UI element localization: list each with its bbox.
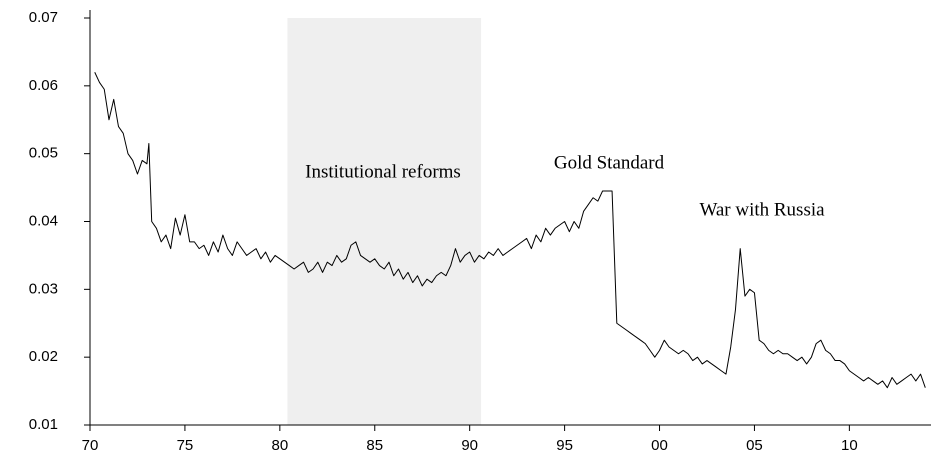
x-tick-label: 80 xyxy=(271,437,288,454)
x-tick-label: 90 xyxy=(461,437,478,454)
x-tick-label: 05 xyxy=(746,437,763,454)
shaded-region xyxy=(287,18,482,425)
x-tick-label: 10 xyxy=(841,437,858,454)
annotation: War with Russia xyxy=(699,199,825,220)
y-tick-label: 0.02 xyxy=(29,348,58,365)
x-tick-label: 00 xyxy=(651,437,668,454)
x-tick-label: 75 xyxy=(177,437,194,454)
annotation: Gold Standard xyxy=(554,152,665,173)
x-tick-label: 70 xyxy=(82,437,99,454)
y-tick-label: 0.07 xyxy=(29,9,58,26)
y-tick-label: 0.06 xyxy=(29,77,58,94)
x-tick-label: 85 xyxy=(366,437,383,454)
y-tick-label: 0.04 xyxy=(29,212,58,229)
y-tick-label: 0.03 xyxy=(29,280,58,297)
annotation: Institutional reforms xyxy=(305,161,461,182)
x-tick-label: 95 xyxy=(556,437,573,454)
y-tick-label: 0.01 xyxy=(29,416,58,433)
series-line xyxy=(94,72,926,389)
y-tick-label: 0.05 xyxy=(29,145,58,162)
